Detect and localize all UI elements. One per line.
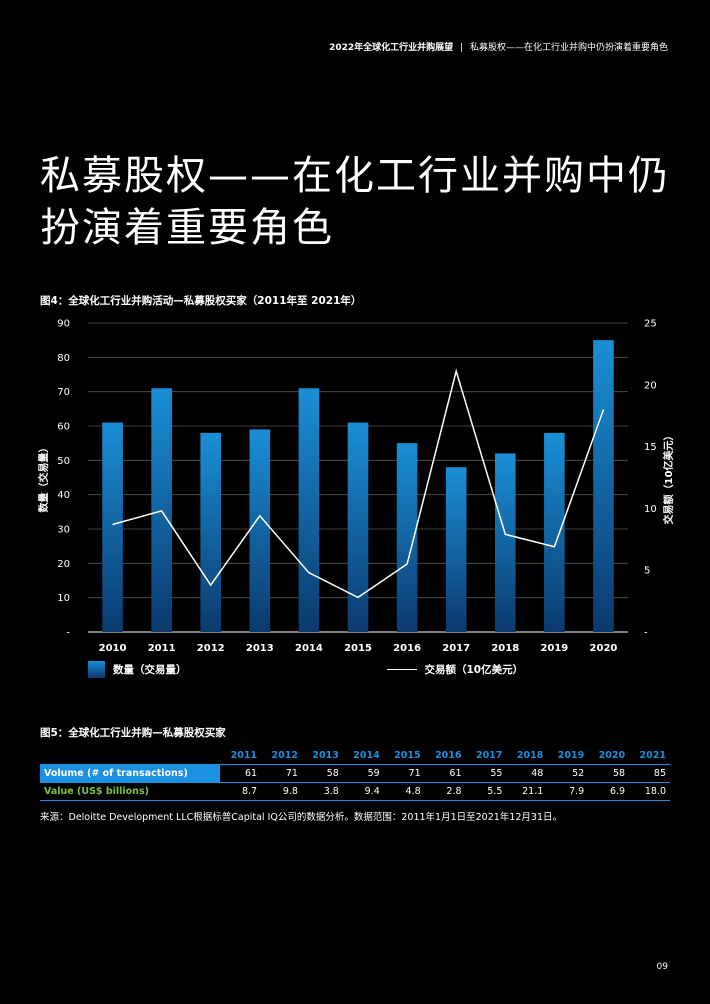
y2-tick-label: 20 <box>644 380 657 391</box>
value-line <box>112 368 605 599</box>
y2-tick-label: - <box>644 628 648 639</box>
x-tick-label: 2016 <box>393 643 421 654</box>
bar <box>298 388 320 632</box>
page-number: 09 <box>656 962 668 972</box>
y-axis-title: 数量（交易量） <box>37 443 50 513</box>
table-header-row: 2011 2012 2013 2014 2015 2016 2017 2018 … <box>40 748 670 765</box>
y-tick-label: 20 <box>57 559 70 570</box>
table-cell: 3.8 <box>301 782 343 801</box>
figure-4-title: 图4：全球化工行业并购活动—私募股权买家（2011年至 2021年） <box>40 295 362 307</box>
table-cell: 58 <box>301 764 343 783</box>
page-title: 私募股权——在化工行业并购中仍扮演着重要角色 <box>40 153 670 251</box>
year-header: 2019 <box>557 750 585 761</box>
table-cell: 7.9 <box>547 782 589 801</box>
header-separator: | <box>460 43 464 53</box>
year-header: 2014 <box>353 750 380 761</box>
y2-axis-title: 交易额（10亿美元） <box>662 431 675 525</box>
table-cell: 71 <box>261 764 302 783</box>
x-tick-label: 2010 <box>99 643 127 654</box>
legend-bar-swatch <box>88 661 105 678</box>
table-cell: 48 <box>506 764 548 783</box>
table-cell: 9.8 <box>261 782 302 801</box>
chart-legend: 数量（交易量） 交易额（10亿美元） <box>88 661 523 678</box>
table-cell: 8.7 <box>220 782 262 801</box>
y-tick-label: 30 <box>57 525 70 536</box>
year-header: 2021 <box>639 750 666 761</box>
y-tick-label: 40 <box>57 490 70 501</box>
x-tick-label: 2012 <box>197 643 225 654</box>
x-tick-label: 2014 <box>295 643 323 654</box>
y2-tick-label: 10 <box>644 504 657 515</box>
page-header: 2022年全球化工行业并购展望 | 私募股权——在化工行业并购中仍扮演着重要角色 <box>329 40 668 53</box>
table-cell: 85 <box>629 764 670 783</box>
table-cell: 2.8 <box>424 782 466 801</box>
year-header: 2018 <box>516 750 544 761</box>
x-tick-label: 2018 <box>491 643 519 654</box>
table-cell: 52 <box>547 764 589 783</box>
table-cell: 59 <box>342 764 384 783</box>
y-tick-label: 70 <box>57 387 70 398</box>
y-tick-label: 10 <box>57 593 70 604</box>
year-header: 2016 <box>435 750 462 761</box>
table-cell: 58 <box>588 764 630 783</box>
bar <box>445 467 467 632</box>
table-cell: 21.1 <box>506 782 548 801</box>
table-row-value: Value (US$ billions) 8.7 9.8 3.8 9.4 4.8… <box>40 782 670 801</box>
table-cell: 9.4 <box>342 782 384 801</box>
year-header: 2012 <box>271 750 298 761</box>
table-cell: 55 <box>465 764 507 783</box>
x-tick-label: 2017 <box>442 643 470 654</box>
deal-data-table: 2011 2012 2013 2014 2015 2016 2017 2018 … <box>40 748 670 801</box>
y-tick-label: 60 <box>57 422 70 433</box>
bar <box>102 422 123 632</box>
y-tick-label: 90 <box>57 319 70 330</box>
x-tick-label: 2013 <box>246 643 274 654</box>
table-cell: 61 <box>424 764 466 783</box>
x-tick-label: 2011 <box>148 643 176 654</box>
x-tick-label: 2020 <box>590 643 618 654</box>
table-cell: 61 <box>220 764 262 783</box>
year-header: 2020 <box>598 750 626 761</box>
legend-line-label: 交易额（10亿美元） <box>424 664 524 676</box>
year-header: 2017 <box>475 750 503 761</box>
year-header: 2015 <box>394 750 421 761</box>
table-corner <box>40 748 220 765</box>
y2-tick-label: 15 <box>644 442 657 453</box>
table-cell: 18.0 <box>629 782 670 801</box>
table-cell: 6.9 <box>588 782 630 801</box>
table-cell: 71 <box>383 764 425 783</box>
bar <box>396 443 418 632</box>
year-header: 2011 <box>230 750 258 761</box>
row-label: Value (US$ billions) <box>40 782 221 801</box>
y-tick-label: 80 <box>57 353 70 364</box>
y-tick-label: - <box>66 628 70 639</box>
legend-bar-label: 数量（交易量） <box>113 664 187 676</box>
y-tick-label: 50 <box>57 456 70 467</box>
bar <box>544 432 565 632</box>
legend-line-swatch <box>386 669 417 670</box>
x-tick-label: 2015 <box>344 643 372 654</box>
bar <box>593 340 614 632</box>
bar <box>249 429 271 632</box>
y2-tick-label: 25 <box>644 319 657 330</box>
deal-activity-chart: - 10 20 30 40 50 60 70 80 90 - 5 10 15 20 25 2010 2011 201… <box>37 319 675 655</box>
year-header: 2013 <box>312 750 339 761</box>
figure-5-title: 图5：全球化工行业并购—私募股权买家 <box>40 727 226 739</box>
bar <box>200 432 222 632</box>
row-label: Volume (# of transactions) <box>40 764 221 783</box>
table-cell: 4.8 <box>383 782 425 801</box>
report-name: 2022年全球化工行业并购展望 <box>329 43 454 53</box>
y2-tick-label: 5 <box>644 566 650 577</box>
section-name: 私募股权——在化工行业并购中仍扮演着重要角色 <box>469 43 668 53</box>
table-row-volume: Volume (# of transactions) 61 71 58 59 7… <box>40 764 670 783</box>
x-tick-label: 2019 <box>540 643 568 654</box>
table-cell: 5.5 <box>465 782 507 801</box>
bar <box>347 422 369 632</box>
source-note: 来源：Deloitte Development LLC根据标普Capital I… <box>40 812 562 823</box>
bar <box>494 453 516 632</box>
